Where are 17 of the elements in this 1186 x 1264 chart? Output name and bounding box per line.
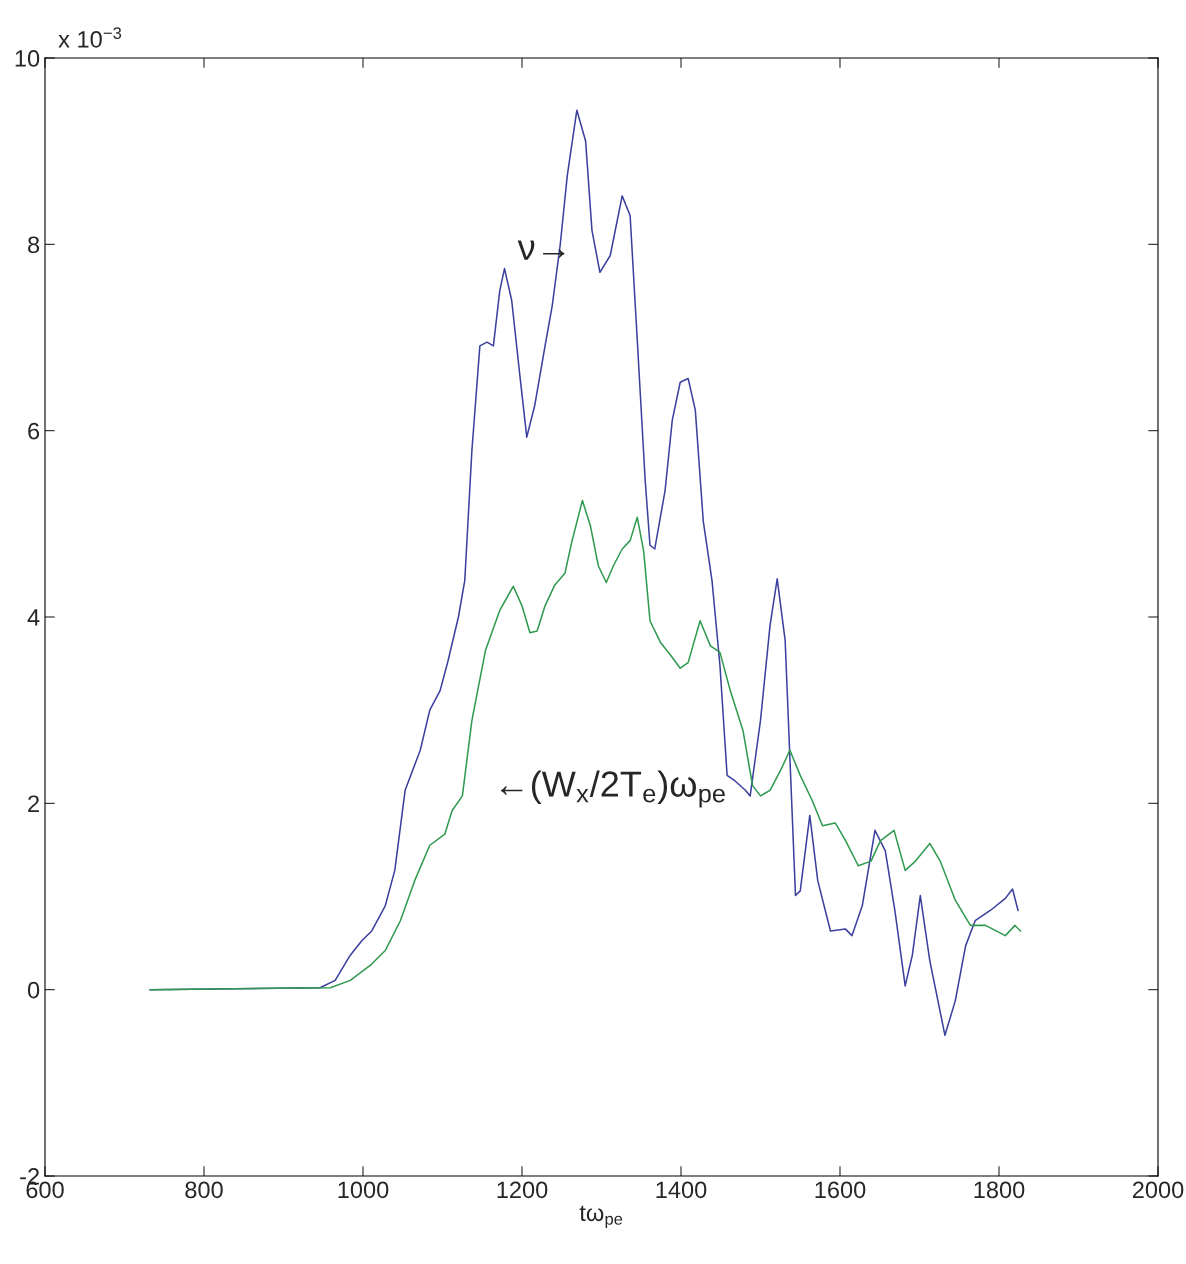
x-axis-title: tω$_{pe}$ — [579, 1205, 623, 1229]
y-tick-label: 2 — [28, 795, 39, 812]
annotation: ←(W$_{x}$/2T$_{e}$)ω$_{pe}$ — [500, 770, 725, 808]
y-tick-label: 4 — [27, 609, 40, 626]
x-tick-label: 1800 — [974, 1181, 1025, 1199]
y-tick-label: 10 — [15, 50, 40, 67]
line-series — [149, 499, 1022, 991]
x-tick-label: 1600 — [815, 1181, 866, 1199]
y-tick-label: 8 — [28, 236, 40, 254]
x-tick-label: 1400 — [656, 1181, 707, 1199]
y-tick-label: 0 — [27, 981, 40, 999]
x-tick-label: 2000 — [1132, 1181, 1184, 1199]
x-tick-label: 1200 — [497, 1181, 548, 1199]
y-tick-label: 6 — [28, 422, 40, 440]
x-tick-label: 800 — [185, 1181, 223, 1199]
text: x 10$^{−3}$ — [58, 27, 122, 48]
x-tick-label: 1000 — [338, 1181, 389, 1199]
